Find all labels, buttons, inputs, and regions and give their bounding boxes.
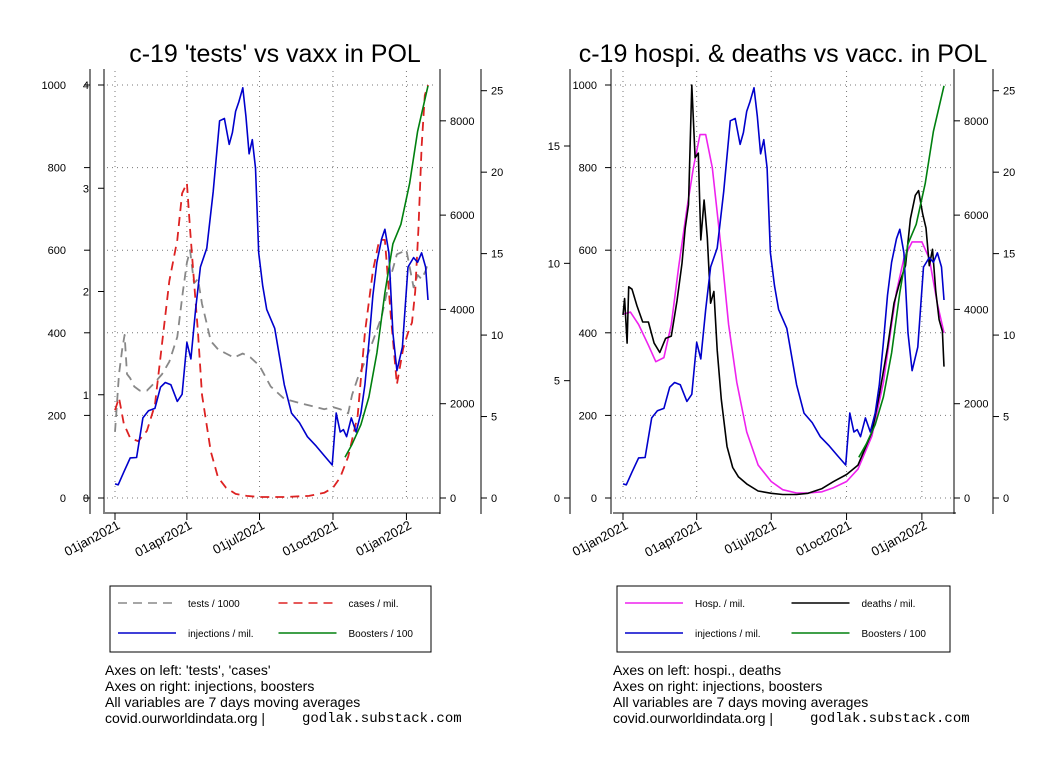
- right-outer-tick-label: 0: [1003, 493, 1009, 505]
- credit-text: godlak.substack.com: [302, 711, 462, 727]
- legend-box: [109, 585, 432, 653]
- left-outer-tick-label: 200: [48, 410, 66, 422]
- left-inner-tick-label: 400: [579, 328, 597, 340]
- footnote-line: All variables are 7 days moving averages: [613, 694, 868, 710]
- left-outer-tick-label: 800: [48, 163, 66, 175]
- right-inner-tick-label: 2000: [450, 399, 474, 411]
- series-line-boosters-100: [344, 85, 429, 458]
- footnote-line: All variables are 7 days moving averages: [105, 694, 360, 710]
- right-inner-tick-label: 8000: [450, 116, 474, 128]
- right-outer-tick-label: 0: [491, 493, 497, 505]
- right-inner-tick-label: 0: [450, 493, 456, 505]
- series-line-boosters-100: [858, 85, 945, 458]
- left-inner-tick-label: 3: [83, 183, 89, 195]
- right-outer-tick-label: 15: [1003, 249, 1015, 261]
- left-inner-tick-label: 2: [83, 287, 89, 299]
- left-inner-tick-label: 800: [579, 163, 597, 175]
- left-inner-tick-label: 1000: [573, 80, 597, 92]
- left-outer-tick-label: 600: [48, 245, 66, 257]
- footnote-line: covid.ourworldindata.org |: [105, 710, 265, 726]
- right-inner-tick-label: 0: [964, 493, 970, 505]
- footnote-line: Axes on right: injections, boosters: [613, 678, 822, 694]
- series-line-deaths-mil: [622, 84, 945, 496]
- chart-title: c-19 'tests' vs vaxx in POL: [129, 40, 421, 68]
- legend-label: deaths / mil.: [862, 599, 916, 610]
- right-outer-tick-label: 20: [1003, 167, 1015, 179]
- series-line-hosp-mil: [622, 133, 945, 494]
- series-line-injections-mil: [114, 87, 429, 486]
- left-inner-tick-label: 1: [83, 390, 89, 402]
- right-inner-tick-label: 6000: [450, 210, 474, 222]
- left-outer-tick-label: 400: [48, 328, 66, 340]
- right-outer-tick-label: 10: [491, 330, 503, 342]
- left-outer-tick-label: 15: [548, 141, 560, 153]
- left-outer-tick-label: 10: [548, 258, 560, 270]
- right-inner-tick-label: 4000: [964, 304, 988, 316]
- right-inner-tick-label: 4000: [450, 304, 474, 316]
- footnote-line: covid.ourworldindata.org |: [613, 710, 773, 726]
- legend-label: tests / 1000: [188, 599, 240, 610]
- left-inner-tick-label: 0: [591, 493, 597, 505]
- left-inner-tick-label: 4: [83, 80, 89, 92]
- credit-text: godlak.substack.com: [810, 711, 970, 727]
- left-inner-tick-label: 600: [579, 245, 597, 257]
- right-outer-tick-label: 15: [491, 249, 503, 261]
- legend-label: Boosters / 100: [349, 629, 414, 640]
- right-outer-tick-label: 25: [1003, 86, 1015, 98]
- footnote-line: Axes on left: hospi., deaths: [613, 662, 781, 678]
- right-outer-tick-label: 10: [1003, 330, 1015, 342]
- right-outer-tick-label: 5: [491, 412, 497, 424]
- legend-box: [616, 585, 951, 653]
- right-inner-tick-label: 2000: [964, 399, 988, 411]
- legend-label: cases / mil.: [349, 599, 399, 610]
- left-inner-tick-label: 200: [579, 410, 597, 422]
- footnote-line: Axes on left: 'tests', 'cases': [105, 662, 271, 678]
- left-outer-tick-label: 0: [554, 493, 560, 505]
- chart-title: c-19 hospi. & deaths vs vacc. in POL: [579, 40, 988, 68]
- legend-label: injections / mil.: [695, 629, 761, 640]
- right-outer-tick-label: 25: [491, 86, 503, 98]
- series-line-injections-mil: [622, 87, 945, 486]
- right-outer-tick-label: 5: [1003, 412, 1009, 424]
- legend-label: Hosp. / mil.: [695, 599, 745, 610]
- left-outer-tick-label: 1000: [42, 80, 66, 92]
- left-inner-tick-label: 0: [83, 493, 89, 505]
- left-outer-tick-label: 0: [60, 493, 66, 505]
- right-inner-tick-label: 8000: [964, 116, 988, 128]
- left-outer-tick-label: 5: [554, 376, 560, 388]
- footnote-line: Axes on right: injections, boosters: [105, 678, 314, 694]
- legend-label: injections / mil.: [188, 629, 254, 640]
- right-outer-tick-label: 20: [491, 167, 503, 179]
- legend-label: Boosters / 100: [862, 629, 927, 640]
- series-line-cases-mil: [114, 84, 429, 498]
- right-inner-tick-label: 6000: [964, 210, 988, 222]
